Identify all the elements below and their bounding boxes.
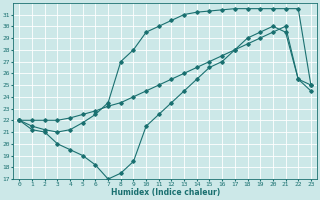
X-axis label: Humidex (Indice chaleur): Humidex (Indice chaleur) [110,188,220,197]
